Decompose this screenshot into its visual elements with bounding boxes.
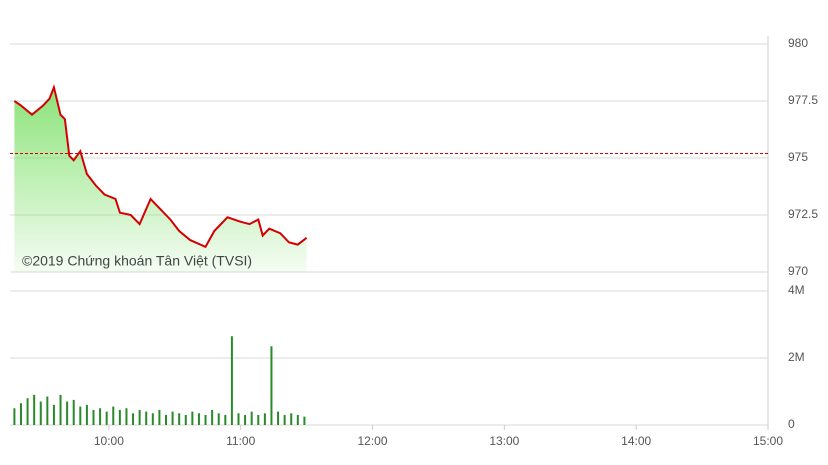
volume-bar xyxy=(237,413,240,425)
y-tick-label: 2M xyxy=(788,350,805,364)
y-tick-label: 0 xyxy=(788,417,795,431)
volume-bar xyxy=(132,413,135,425)
volume-bar xyxy=(138,409,141,425)
volume-bar xyxy=(171,411,174,425)
volume-bar xyxy=(33,394,36,425)
volume-bar xyxy=(191,411,194,425)
volume-bar xyxy=(290,413,293,425)
volume-bar xyxy=(52,404,55,425)
x-tick-label: 11:00 xyxy=(226,434,255,448)
volume-bar xyxy=(296,414,299,425)
volume-bar xyxy=(46,396,49,425)
volume-bar xyxy=(72,399,75,425)
volume-bar xyxy=(257,414,260,425)
volume-bar xyxy=(39,401,42,425)
volume-bar xyxy=(13,408,16,425)
volume-bar xyxy=(105,411,108,425)
volume-bar xyxy=(19,403,22,425)
volume-bar xyxy=(99,408,102,425)
volume-bar xyxy=(224,414,227,425)
volume-bar xyxy=(145,411,148,425)
volume-bar xyxy=(230,336,233,425)
volume-bar xyxy=(244,414,247,425)
y-tick-label: 972.5 xyxy=(788,207,818,221)
volume-bar xyxy=(158,409,161,425)
x-tick-label: 15:00 xyxy=(753,434,783,448)
price-area xyxy=(14,87,307,272)
volume-bar xyxy=(92,409,95,425)
volume-bar xyxy=(283,414,286,425)
x-tick-label: 10:00 xyxy=(94,434,124,448)
volume-bar xyxy=(270,346,273,425)
volume-bar xyxy=(66,401,69,425)
volume-bar xyxy=(211,409,214,425)
y-tick-label: 4M xyxy=(788,283,805,297)
price-line xyxy=(13,83,308,249)
volume-bar xyxy=(303,416,306,425)
x-tick-label: 14:00 xyxy=(621,434,651,448)
volume-bar xyxy=(217,413,220,425)
y-tick-label: 970 xyxy=(788,264,808,278)
volume-bar xyxy=(151,413,154,425)
x-tick-label: 13:00 xyxy=(489,434,519,448)
volume-bar xyxy=(79,406,82,425)
volume-bar xyxy=(164,414,167,425)
volume-bar xyxy=(197,413,200,425)
watermark: ©2019 Chứng khoán Tân Việt (TVSI) xyxy=(22,253,252,269)
volume-bar xyxy=(250,411,253,425)
volume-bar xyxy=(59,394,62,425)
volume-bar xyxy=(85,404,88,425)
volume-bar xyxy=(118,409,121,425)
y-tick-label: 975 xyxy=(788,150,808,164)
volume-bar xyxy=(26,398,29,425)
volume-bar xyxy=(263,413,266,425)
y-tick-label: 980 xyxy=(788,36,808,50)
y-tick-label: 977.5 xyxy=(788,93,818,107)
volume-bar xyxy=(184,414,187,425)
volume-bar xyxy=(178,413,181,425)
volume-bar xyxy=(125,408,128,425)
volume-bar xyxy=(204,414,207,425)
x-tick-label: 12:00 xyxy=(358,434,388,448)
volume-bar xyxy=(112,406,115,425)
volume-bar xyxy=(277,411,280,425)
